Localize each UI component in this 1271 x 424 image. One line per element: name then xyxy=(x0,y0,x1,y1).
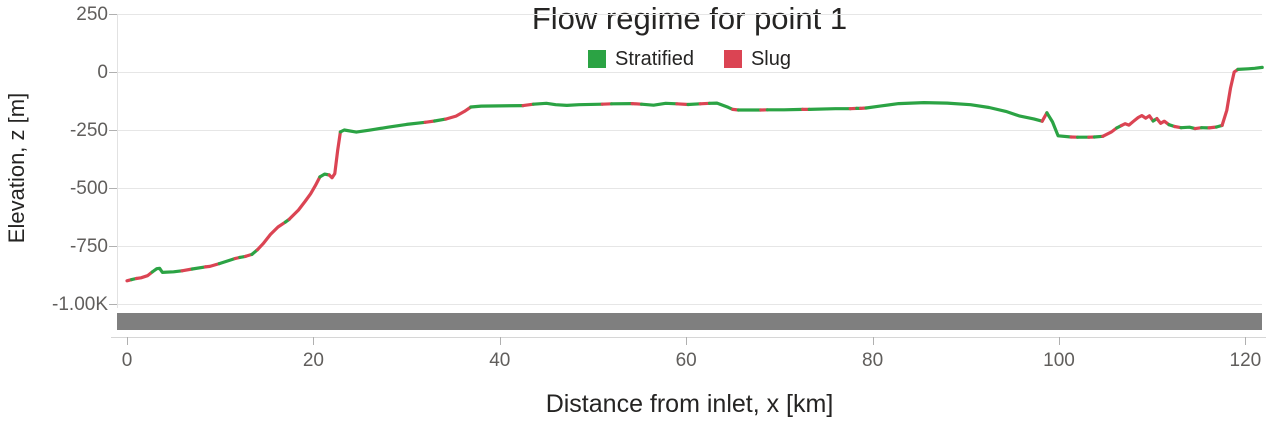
y-gridline xyxy=(117,304,1262,305)
y-gridline xyxy=(117,188,1262,189)
slug-segment xyxy=(1040,111,1049,123)
legend-item-stratified[interactable]: Stratified xyxy=(588,49,694,69)
stratified-segment xyxy=(150,266,184,274)
x-tick-label: 20 xyxy=(302,350,324,371)
x-tick-label: 0 xyxy=(121,350,133,371)
stratified-segment xyxy=(130,276,138,282)
slug-segment xyxy=(444,105,473,121)
x-axis-title: Distance from inlet, x [km] xyxy=(545,390,834,418)
stratified-segment xyxy=(1045,111,1073,139)
slug-segment xyxy=(1155,117,1171,127)
y-tick xyxy=(109,14,117,15)
stratified-segment xyxy=(864,101,1044,123)
slug-segment xyxy=(521,102,535,108)
slug-segment xyxy=(423,119,437,124)
slug-segment xyxy=(675,102,690,107)
slug-segment xyxy=(180,267,194,273)
y-gridline xyxy=(117,72,1262,73)
y-gridline xyxy=(117,246,1262,247)
y-gridline xyxy=(117,130,1262,131)
stratified-segment xyxy=(1167,123,1177,129)
x-tick xyxy=(1245,337,1247,345)
slug-segment xyxy=(134,270,154,281)
stratified-segment xyxy=(190,265,207,271)
y-tick-label: -750 xyxy=(69,236,108,257)
slug-segment xyxy=(327,130,342,180)
y-tick-label: 0 xyxy=(97,62,108,83)
y-tick xyxy=(109,304,117,305)
y-tick-label: -250 xyxy=(69,120,108,141)
y-gridline xyxy=(117,14,1262,15)
legend-item-slug[interactable]: Slug xyxy=(723,48,791,70)
y-tick-label: -1.00K xyxy=(52,294,108,315)
slug-segment xyxy=(1207,125,1219,130)
slug-segment xyxy=(1220,67,1240,127)
legend-label-stratified: Stratified xyxy=(615,48,694,70)
y-axis-title: Elevation, z [m] xyxy=(4,92,29,244)
stratified-segment xyxy=(318,172,331,179)
x-tick xyxy=(127,337,128,345)
stratified-segment xyxy=(1179,125,1197,131)
x-tick-label: 100 xyxy=(1043,350,1075,371)
slug-segment xyxy=(243,252,254,258)
legend-label-slug: Slug xyxy=(750,48,791,70)
stratified-segment xyxy=(433,117,448,123)
slug-segment xyxy=(731,107,740,112)
x-axis-line xyxy=(111,337,1266,338)
y-tick xyxy=(109,246,117,247)
x-tick xyxy=(313,337,315,345)
stratified-segment xyxy=(1151,117,1159,123)
slug-segment xyxy=(1119,114,1155,128)
slug-segment xyxy=(287,175,322,221)
y-tick-label: -500 xyxy=(69,178,108,199)
x-tick-label: 60 xyxy=(675,350,697,371)
slug-segment xyxy=(630,102,644,106)
x-tick-label: 80 xyxy=(862,350,884,371)
stratified-segment xyxy=(1115,124,1123,130)
y-tick xyxy=(109,72,117,73)
x-tick xyxy=(872,337,874,345)
slug-swatch-icon xyxy=(723,50,742,68)
y-axis-line xyxy=(117,14,118,308)
legend: Stratified Slug xyxy=(117,47,1262,71)
stratified-segment xyxy=(639,101,679,107)
stratified-segment xyxy=(238,254,247,259)
slug-segment xyxy=(125,278,134,283)
stratified-segment xyxy=(707,101,735,111)
x-tick-label: 40 xyxy=(489,350,511,371)
x-tick-label: 120 xyxy=(1229,350,1262,371)
y-tick xyxy=(109,188,117,189)
slug-segment xyxy=(1173,124,1183,130)
y-tick-label: 250 xyxy=(76,4,108,25)
stratified-swatch-icon xyxy=(588,50,607,68)
stratified-segment xyxy=(1214,123,1224,129)
x-tick xyxy=(1059,337,1060,345)
stratified-segment xyxy=(686,102,702,107)
slug-segment xyxy=(698,101,712,106)
stratified-segment xyxy=(469,104,525,109)
x-tick xyxy=(686,337,688,345)
x-tick xyxy=(499,337,501,345)
chart-title: Flow regime for point 1 xyxy=(531,1,848,36)
stratified-segment xyxy=(283,217,291,224)
slug-segment xyxy=(1193,126,1204,131)
stratified-segment xyxy=(217,256,237,266)
stratified-segment xyxy=(807,107,852,111)
stratified-segment xyxy=(1092,134,1105,139)
stratified-segment xyxy=(250,248,260,256)
stratified-segment xyxy=(531,101,604,107)
slug-segment xyxy=(203,262,221,269)
category-scrollbar[interactable] xyxy=(117,313,1262,330)
y-tick xyxy=(109,130,117,131)
slug-segment xyxy=(233,255,242,261)
